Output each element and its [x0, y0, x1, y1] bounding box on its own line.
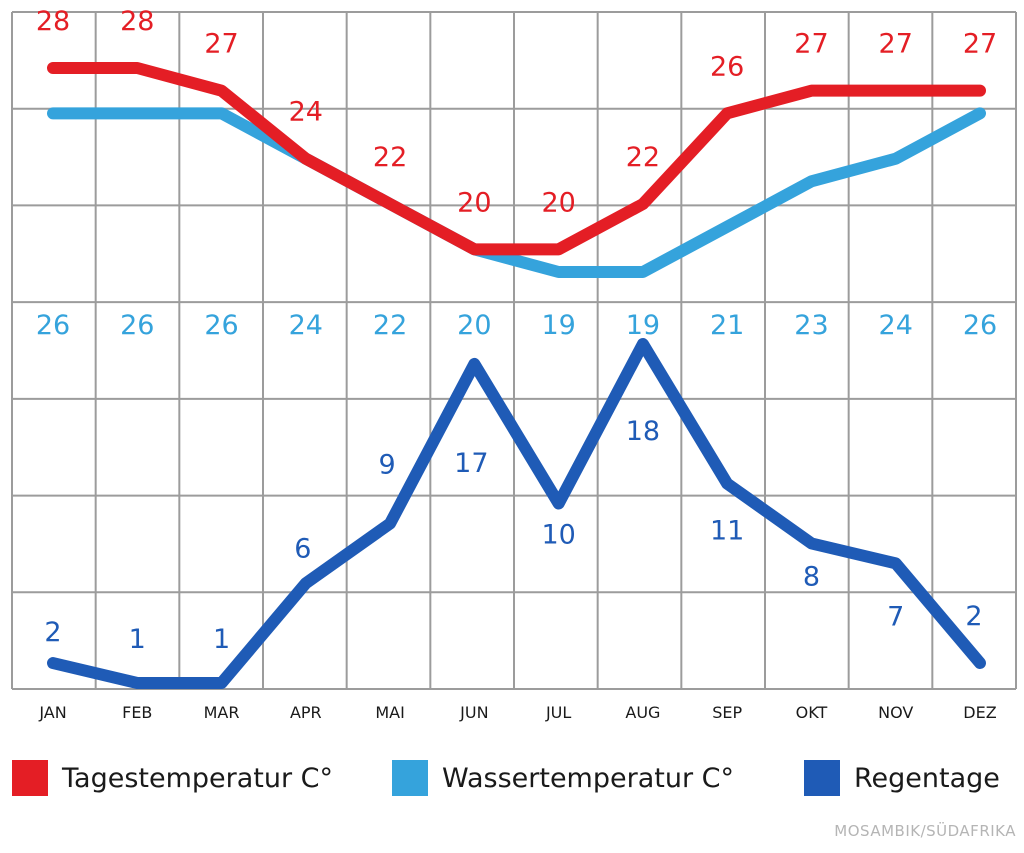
rain-days-label: 10 [541, 520, 575, 551]
rain-days-label: 1 [213, 624, 230, 655]
rain-days-label: 1 [129, 624, 146, 655]
x-tick-label: MAR [204, 703, 240, 722]
x-axis-labels: JAN FEB MAR APR MAI JUN JUL AUG SEP OKT NOV DEZ [38, 703, 996, 722]
water-temperature-label: 26 [120, 310, 154, 341]
rain-days-label: 2 [44, 617, 61, 648]
water-temperature-label: 24 [879, 310, 913, 341]
credit-text: MOSAMBIK/SÜDAFRIKA [834, 822, 1016, 840]
day-temperature-label: 22 [626, 142, 660, 173]
legend-item-water-temperature: Wassertemperatur C° [392, 760, 734, 796]
rain-days-label: 6 [294, 533, 311, 564]
series-line-day-temperature [47, 62, 986, 256]
day-temperature-label: 27 [963, 29, 997, 60]
water-temperature-label: 26 [204, 310, 238, 341]
water-temperature-label: 22 [373, 310, 407, 341]
day-temperature-label: 27 [879, 29, 913, 60]
legend-label-rain-days: Regentage [854, 762, 1000, 794]
day-temperature-label: 28 [120, 6, 154, 37]
water-temperature-label: 26 [36, 310, 70, 341]
water-temperature-label: 20 [457, 310, 491, 341]
x-tick-label: JUL [545, 703, 571, 722]
day-temperature-label: 28 [36, 6, 70, 37]
legend-swatch-rain-days [804, 760, 840, 796]
legend-swatch-water-temperature [392, 760, 428, 796]
x-tick-label: OKT [796, 703, 828, 722]
rain-days-label: 7 [887, 601, 904, 632]
rain-days-label: 8 [803, 561, 820, 592]
legend-swatch-day-temperature [12, 760, 48, 796]
water-temperature-label: 23 [794, 310, 828, 341]
water-temperature-label: 26 [963, 310, 997, 341]
legend-label-water-temperature: Wassertemperatur C° [442, 762, 734, 794]
legend-item-day-temperature: Tagestemperatur C° [12, 760, 333, 796]
day-temperature-label: 27 [204, 29, 238, 60]
series-line-rain-days [47, 338, 986, 689]
day-temperature-label: 24 [289, 97, 323, 128]
rain-days-label: 17 [454, 448, 488, 479]
x-tick-label: DEZ [963, 703, 996, 722]
x-tick-label: FEB [122, 703, 152, 722]
day-temperature-label: 20 [457, 187, 491, 218]
day-temperature-label: 20 [541, 187, 575, 218]
rain-days-label: 2 [965, 601, 982, 632]
chart-lines [47, 62, 986, 689]
series-line-water-temperature [47, 107, 986, 278]
rain-days-label: 11 [710, 516, 744, 547]
chart-grid [11, 11, 1017, 690]
x-tick-label: NOV [878, 703, 913, 722]
water-temperature-label: 21 [710, 310, 744, 341]
day-temperature-label: 26 [710, 51, 744, 82]
x-tick-label: APR [290, 703, 322, 722]
day-temperature-label: 27 [794, 29, 828, 60]
legend: Tagestemperatur C° Wassertemperatur C° R… [0, 760, 1024, 810]
water-temperature-label: 19 [541, 310, 575, 341]
rain-days-label: 18 [626, 416, 660, 447]
water-temperature-label: 24 [289, 310, 323, 341]
water-temperature-label: 19 [626, 310, 660, 341]
day-temperature-label: 22 [373, 142, 407, 173]
x-tick-label: MAI [375, 703, 404, 722]
legend-item-rain-days: Regentage [804, 760, 1000, 796]
x-tick-label: JAN [38, 703, 66, 722]
x-tick-label: JUN [459, 703, 488, 722]
rain-days-label: 9 [378, 449, 395, 480]
legend-label-day-temperature: Tagestemperatur C° [62, 762, 334, 794]
x-tick-label: SEP [712, 703, 742, 722]
x-tick-label: AUG [625, 703, 660, 722]
